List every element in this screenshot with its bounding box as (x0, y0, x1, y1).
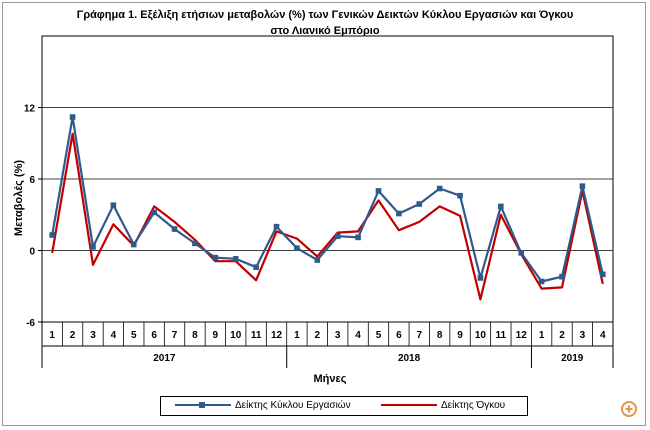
x-tick-label: 5 (376, 330, 382, 341)
x-tick-label: 1 (539, 330, 545, 341)
series-1-point (69, 114, 76, 120)
series-1-point (232, 256, 239, 262)
x-tick-label: 2 (315, 330, 321, 341)
x-tick-label: 10 (475, 330, 487, 341)
x-tick-label: 4 (355, 330, 361, 341)
x-tick-label: 3 (90, 330, 96, 341)
y-tick-label: -6 (26, 318, 35, 329)
x-tick-label: 6 (396, 330, 402, 341)
x-tick-label: 1 (294, 330, 300, 341)
legend-label-series2: Δείκτης Όγκου (441, 400, 506, 411)
y-axis-label: Μεταβολές (%) (13, 160, 25, 236)
series-1-point (375, 188, 382, 194)
x-tick-label: 12 (516, 330, 528, 341)
x-tick-label: 2 (70, 330, 76, 341)
series-1-point (192, 240, 198, 247)
series-1-point (334, 233, 341, 239)
series-1-point (396, 210, 402, 217)
year-label: 2019 (561, 353, 584, 364)
x-tick-label: 12 (271, 330, 283, 341)
year-label: 2017 (153, 353, 176, 364)
legend-label-series1: Δείκτης Κύκλου Εργασιών (235, 400, 351, 411)
x-tick-label: 7 (416, 330, 422, 341)
y-tick-label: 0 (29, 247, 35, 258)
series-1-point (151, 209, 157, 216)
legend-item-series2: Δείκτης Όγκου (381, 400, 505, 411)
gridlines (41, 35, 614, 323)
x-tick-label: 2 (559, 330, 565, 341)
series-1-point (171, 226, 178, 232)
series-line-2 (51, 132, 604, 301)
series-1-point (579, 183, 586, 189)
x-axis-label: Μήνες (314, 373, 347, 385)
chart-title: Γράφημα 1. Εξέλιξη ετήσιων μεταβολών (%)… (76, 9, 574, 21)
series-1-point (90, 244, 96, 250)
series-1-point (212, 254, 219, 261)
x-tick-label: 5 (131, 330, 137, 341)
series-1-point (49, 232, 55, 238)
x-tick-label: 9 (457, 330, 463, 341)
series-1-point (130, 241, 137, 248)
chart-subtitle: στο Λιανικό Εμπόριο (270, 25, 380, 37)
x-tick-label: 4 (111, 330, 117, 341)
x-tick-label: 1 (49, 330, 55, 341)
series-1-point (600, 271, 606, 278)
series-1-point (294, 245, 300, 251)
year-label: 2018 (398, 353, 421, 364)
series-line-1 (51, 115, 604, 283)
series-1-point (436, 185, 443, 192)
series-layer (49, 114, 606, 301)
series-1-point (273, 223, 280, 230)
x-tick-label: 4 (600, 330, 606, 341)
x-tick-label: 11 (496, 330, 507, 341)
series-1-point (457, 192, 463, 199)
x-tick-label: 6 (151, 330, 157, 341)
y-tick-label: 12 (24, 104, 36, 115)
y-axis-ticks: -6 0 6 12 (24, 104, 42, 329)
series-1-point (355, 234, 361, 241)
legend: Δείκτης Κύκλου Εργασιών Δείκτης Όγκου (160, 396, 528, 416)
x-tick-label: 3 (580, 330, 586, 341)
x-tick-label: 11 (251, 330, 262, 341)
legend-swatch-series1 (175, 402, 231, 409)
x-tick-label: 9 (213, 330, 219, 341)
legend-swatch-series2 (381, 404, 437, 407)
x-tick-label: 3 (335, 330, 341, 341)
legend-item-series1: Δείκτης Κύκλου Εργασιών (175, 400, 351, 411)
y-tick-label: 6 (29, 175, 35, 186)
zoom-in-icon[interactable] (620, 400, 638, 418)
series-1-point (559, 273, 565, 280)
series-1-point (253, 264, 259, 270)
series-1-point (110, 202, 117, 209)
series-1-point (477, 275, 484, 281)
series-1-point (498, 203, 504, 210)
series-1-point (518, 250, 525, 256)
series-1-point (538, 278, 545, 285)
x-tick-label: 8 (437, 330, 443, 341)
x-tick-label: 8 (192, 330, 198, 341)
series-1-point (314, 257, 321, 263)
x-tick-label: 10 (230, 330, 242, 341)
series-1-point (416, 201, 423, 207)
x-tick-label: 7 (172, 330, 178, 341)
